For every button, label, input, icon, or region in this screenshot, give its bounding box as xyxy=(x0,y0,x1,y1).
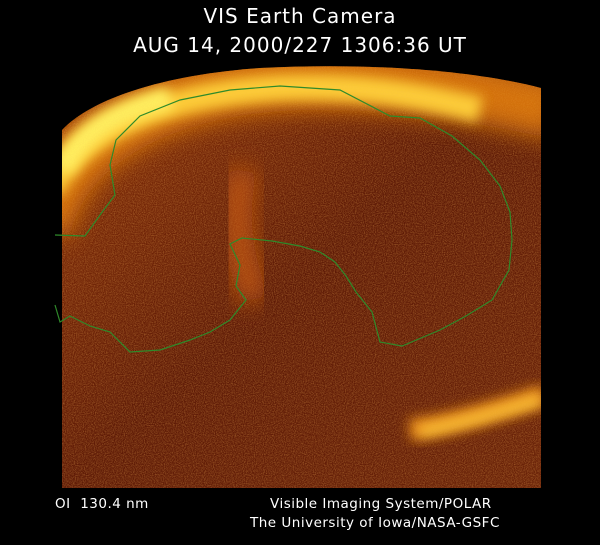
coastline xyxy=(54,85,513,353)
auroral-image xyxy=(62,66,541,488)
title: VIS Earth Camera xyxy=(203,4,396,28)
wavelength: OI 130.4 nm xyxy=(55,496,149,512)
credit: The University of Iowa/NASA-GSFC xyxy=(249,515,500,531)
timestamp: AUG 14, 2000/227 1306:36 UT xyxy=(133,33,467,57)
instrument: Visible Imaging System/POLAR xyxy=(270,496,492,512)
